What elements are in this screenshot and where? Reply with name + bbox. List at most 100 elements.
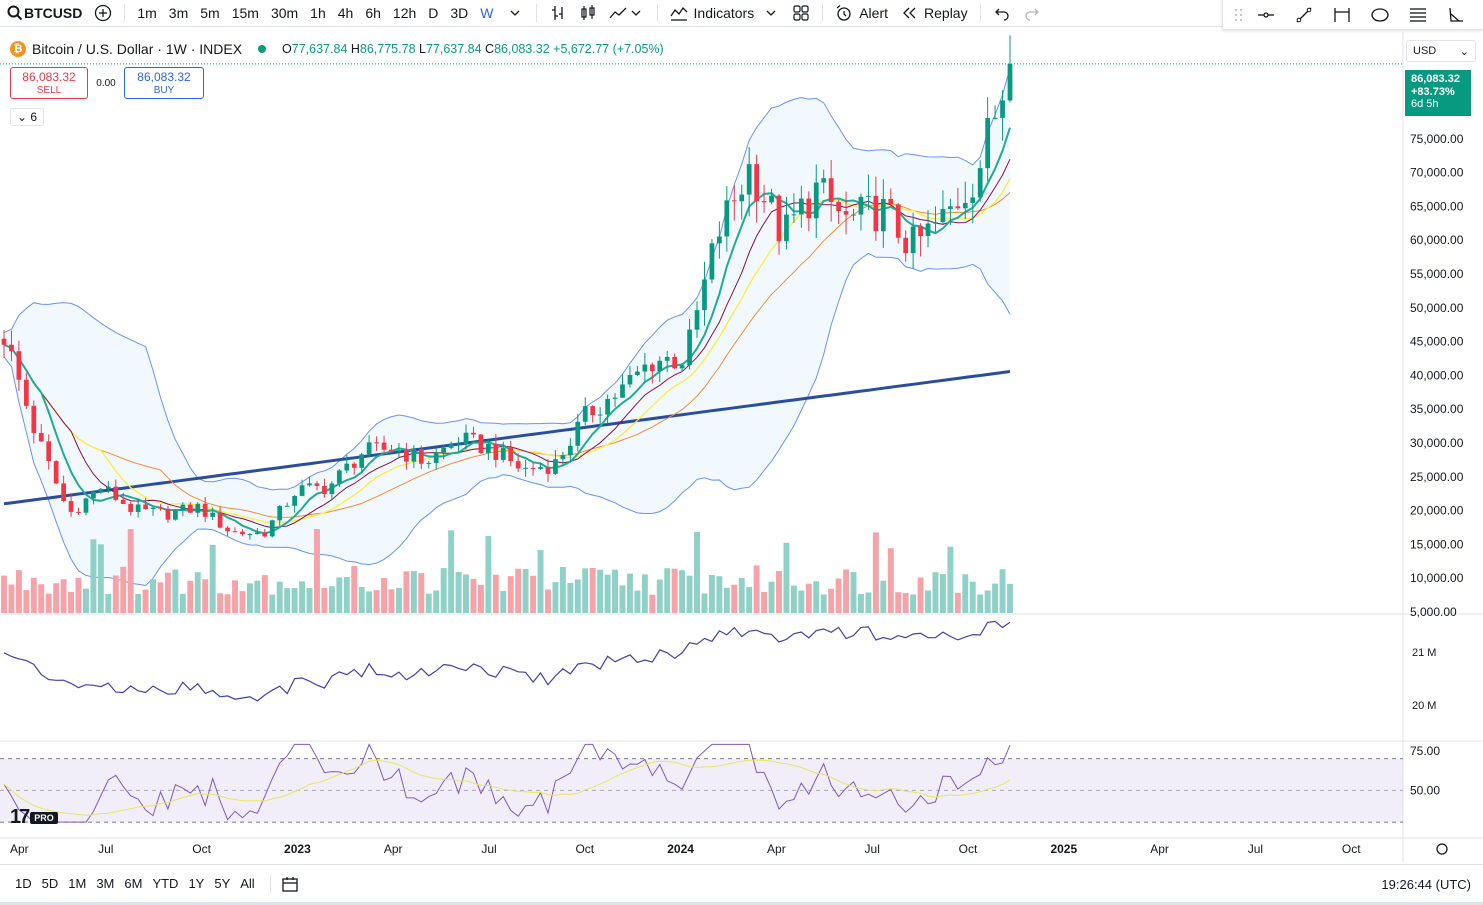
replay-button[interactable]: Replay (894, 0, 974, 27)
line-style-button[interactable] (603, 0, 651, 27)
candle-body (523, 467, 528, 469)
candle-body (225, 527, 230, 532)
undo-button[interactable] (987, 0, 1017, 27)
fib-tool[interactable] (1399, 2, 1437, 28)
candle-body (903, 237, 909, 254)
candle-body (366, 442, 372, 455)
volume-bar (977, 594, 984, 613)
chart-canvas[interactable]: 5,000.00 10,000.00 15,000.00 20,000.00 25,00… (0, 32, 1483, 862)
volume-bar (567, 582, 574, 613)
interval-6h[interactable]: 6h (365, 5, 381, 21)
interval-dropdown[interactable] (500, 0, 530, 27)
range-1d[interactable]: 1D (15, 876, 32, 891)
volume-bar (172, 569, 179, 613)
candle-body (948, 206, 953, 209)
candle-body (657, 360, 663, 372)
interval-12h[interactable]: 12h (392, 5, 417, 21)
sell-button[interactable]: 86,083.32 SELL (10, 67, 88, 99)
interval-5m[interactable]: 5m (200, 5, 220, 21)
interval-w[interactable]: W (480, 5, 494, 21)
range-all[interactable]: All (240, 876, 255, 891)
range-5y[interactable]: 5Y (214, 876, 231, 891)
rotated-shape-tool[interactable] (1361, 2, 1399, 28)
buy-label: BUY (153, 85, 175, 96)
candle-body (314, 483, 320, 486)
volume-bar (224, 594, 231, 613)
time-tick-label: Apr (384, 842, 403, 856)
candle-body (761, 201, 767, 203)
indicators-button[interactable]: Indicators (664, 0, 787, 27)
interval-4h[interactable]: 4h (337, 5, 354, 21)
horizontal-line-icon (1257, 6, 1275, 24)
price-tick-label: 60,000.00 (1410, 233, 1464, 247)
range-1m[interactable]: 1M (68, 876, 87, 891)
buy-button[interactable]: 86,083.32 BUY (124, 67, 204, 99)
volume-bar (448, 530, 455, 613)
time-tick-label: Jul (481, 842, 496, 856)
volume-bar (157, 582, 164, 613)
range-1y[interactable]: 1Y (188, 876, 205, 891)
path-tool[interactable] (1437, 2, 1475, 28)
drag-handle[interactable] (1231, 2, 1247, 28)
candle-body (895, 204, 901, 238)
candle-body (582, 406, 588, 422)
bar-style-button[interactable] (543, 0, 573, 27)
volume-bar (433, 590, 440, 613)
interval-d[interactable]: D (428, 5, 439, 21)
range-ytd[interactable]: YTD (152, 876, 179, 891)
market-status-dot (258, 45, 267, 53)
calendar-icon[interactable] (281, 875, 299, 893)
volume-bar (530, 575, 537, 613)
alert-button[interactable]: Alert (829, 0, 894, 27)
volume-bar (776, 571, 782, 613)
candle-body (545, 467, 551, 474)
interval-30m[interactable]: 30m (270, 5, 299, 21)
volume-bar (910, 594, 917, 613)
candle-body (553, 459, 558, 474)
volume-bar (671, 568, 678, 613)
symbol-search[interactable]: BTCUSD (0, 0, 88, 27)
symbol-name: BTCUSD (24, 5, 83, 21)
trend-line-tool[interactable] (1285, 2, 1323, 28)
candles-button[interactable] (573, 0, 603, 27)
currency-select[interactable]: USD ⌄ (1406, 40, 1476, 62)
candle-body (530, 467, 536, 469)
candle-body (612, 397, 618, 399)
volume-bar (954, 592, 961, 613)
bollinger-upper (3, 67, 1011, 491)
interval-15m[interactable]: 15m (231, 5, 259, 21)
range-3m[interactable]: 3M (96, 876, 115, 891)
interval-3d[interactable]: 3D (450, 5, 469, 21)
candle-body (717, 236, 722, 244)
redo-button[interactable] (1017, 0, 1047, 27)
volume-bar (328, 586, 335, 613)
chevron-down-icon: ⌄ (1459, 46, 1469, 58)
candle-body (38, 432, 44, 442)
indicators-collapse-button[interactable]: ⌄ 6 (10, 108, 45, 126)
candle-body (53, 461, 59, 484)
volume-bar (843, 569, 850, 613)
candle-body (813, 182, 819, 219)
volume-bar (1, 575, 7, 613)
compare-button[interactable] (88, 0, 118, 27)
close-value: 86,083.32 (494, 42, 550, 56)
candle-body (791, 214, 797, 216)
candle-body (1, 338, 7, 345)
price-tick-label: 75,000.00 (1410, 132, 1464, 146)
interval-1m[interactable]: 1m (137, 5, 157, 21)
date-range-tool[interactable] (1323, 2, 1361, 28)
horizontal-ray-tool[interactable] (1247, 2, 1285, 28)
layouts-button[interactable] (786, 0, 816, 27)
range-6m[interactable]: 6M (124, 876, 143, 891)
interval-3m[interactable]: 3m (168, 5, 189, 21)
utc-clock[interactable]: 19:26:44 (UTC) (1381, 877, 1471, 892)
volume-bar (805, 583, 812, 613)
volume-bar (60, 579, 67, 613)
bollinger-lower (3, 252, 1011, 587)
volume-bar (30, 577, 37, 613)
time-tick-label: Oct (192, 842, 211, 856)
interval-1h[interactable]: 1h (310, 5, 326, 21)
range-5d[interactable]: 5D (41, 876, 59, 891)
rsi-line (3, 743, 1011, 823)
volume-bar (515, 568, 522, 613)
